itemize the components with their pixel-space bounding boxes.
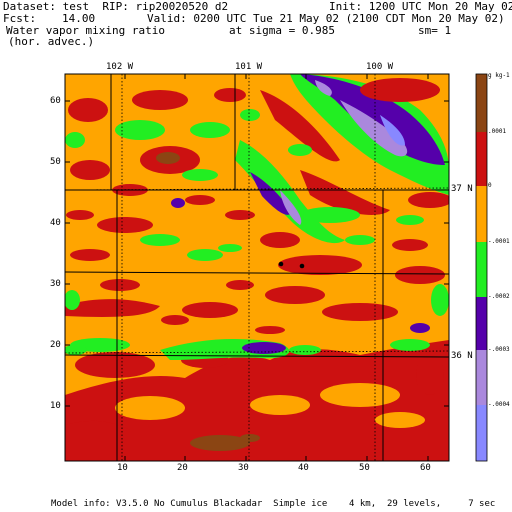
forecast-label: Fcst: — [3, 12, 37, 25]
colorbar — [475, 73, 488, 462]
colorbar-label: -.0001 — [488, 238, 510, 245]
mixing-ratio-field — [65, 74, 449, 461]
forecast-hour: 14.00 — [62, 12, 96, 25]
x-tick-label: 20 — [177, 463, 188, 473]
latitude-label: 36 N — [451, 351, 473, 361]
field-name: Water vapor mixing ratio — [6, 24, 165, 37]
longitude-label: 100 W — [366, 62, 394, 72]
colorbar-unit: g kg-1 — [488, 72, 510, 79]
plot-frame — [64, 73, 450, 462]
y-tick-label: 60 — [50, 96, 61, 106]
smoothing-label: sm= 1 — [418, 24, 452, 37]
colorbar-label: -.0003 — [488, 346, 510, 353]
y-tick-label: 20 — [50, 340, 61, 350]
field-subtitle: (hor. advec.) — [8, 35, 95, 48]
dataset-label: Dataset: test RIP: rip20020520 d2 — [3, 0, 229, 13]
x-tick-label: 60 — [420, 463, 431, 473]
lat-lon-grid — [64, 74, 450, 461]
x-tick-label: 30 — [238, 463, 249, 473]
axis-ticks — [65, 74, 449, 461]
latitude-label: 37 N — [451, 184, 473, 194]
x-tick-label: 40 — [298, 463, 309, 473]
longitude-label: 102 W — [106, 62, 134, 72]
longitude-label: 101 W — [235, 62, 263, 72]
y-tick-label: 50 — [50, 157, 61, 167]
y-tick-label: 10 — [50, 401, 61, 411]
sigma-level: at sigma = 0.985 — [229, 24, 335, 37]
x-tick-label: 50 — [359, 463, 370, 473]
colorbar-label: -.0004 — [488, 401, 510, 408]
model-info-footer: Model info: V3.5.0 No Cumulus Blackadar … — [51, 499, 496, 509]
init-time: Init: 1200 UTC Mon 20 May 02 — [329, 0, 512, 13]
x-tick-label: 10 — [117, 463, 128, 473]
colorbar-label: 0 — [488, 182, 492, 189]
y-tick-label: 30 — [50, 279, 61, 289]
valid-time: Valid: 0200 UTC Tue 21 May 02 (2100 CDT … — [147, 12, 505, 25]
y-tick-label: 40 — [50, 218, 61, 228]
colorbar-label: -.0002 — [488, 293, 510, 300]
colorbar-label: .0001 — [488, 128, 507, 135]
